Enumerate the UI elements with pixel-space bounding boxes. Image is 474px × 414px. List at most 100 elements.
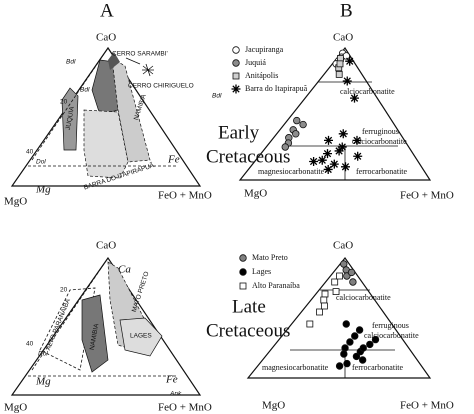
legend-marker (239, 268, 247, 276)
point (321, 290, 329, 298)
point (320, 302, 328, 310)
point (366, 340, 374, 349)
point (323, 164, 333, 174)
field-label: LAGES (130, 333, 152, 340)
field-label: Bdl (80, 87, 90, 94)
triangle (10, 256, 202, 396)
point (323, 149, 332, 159)
point (346, 338, 354, 346)
legend-marker (239, 282, 247, 290)
field-label: calciocarbonatite (336, 293, 391, 302)
point (343, 359, 351, 368)
point (350, 93, 359, 103)
point (281, 143, 289, 151)
point (352, 135, 362, 145)
point (336, 60, 344, 68)
field (111, 57, 151, 163)
reference-line (28, 257, 176, 377)
field-label: magnesiocarbonatite (262, 363, 329, 372)
field-label: Fe (167, 154, 180, 166)
corner-label: MgO (4, 196, 27, 208)
field-label: Ank (169, 391, 182, 398)
field-label: Mg (35, 376, 51, 388)
point (352, 352, 361, 361)
field-label: Dol (38, 351, 48, 358)
reference-line (28, 47, 176, 167)
field (83, 109, 129, 179)
corner-label: FeO + MnO (400, 400, 454, 412)
period-label: Cretaceous (206, 146, 290, 167)
field (81, 294, 109, 373)
point (351, 332, 359, 340)
field-label: calciocarbonatite (364, 331, 419, 340)
tick-label: 40 (26, 341, 34, 348)
legend-label: Jacupiranga (245, 45, 284, 54)
point (347, 268, 356, 277)
field-label: JUQUIA (65, 105, 76, 130)
period-label: Cretaceous (206, 320, 290, 341)
panel-label: B (340, 0, 353, 21)
point (335, 362, 344, 370)
period-label: Late (232, 296, 266, 317)
point (341, 344, 349, 352)
triangle (246, 257, 432, 379)
legend-prefix: Bdl (212, 93, 222, 100)
field-label: calciocarbonatite (340, 87, 395, 96)
triangle (10, 46, 202, 187)
field-label: magnesiocarbonatite (258, 167, 325, 176)
point (306, 320, 314, 328)
field-label: ferruginous (362, 127, 399, 136)
corner-label: FeO + MnO (400, 190, 454, 202)
legend-label: Barra do Itapirapuã (245, 84, 308, 93)
field-label: NAMIBIA (89, 322, 101, 350)
point (317, 155, 327, 165)
legend-marker (232, 46, 240, 54)
field-label: Mg (35, 184, 51, 196)
field-label: Fe (165, 374, 178, 386)
tick-label: 20 (60, 99, 68, 106)
point (324, 135, 333, 145)
star-symbol (142, 63, 154, 77)
point (316, 308, 323, 316)
point (299, 120, 307, 129)
triangle (238, 46, 432, 181)
point (353, 151, 363, 161)
point (332, 288, 340, 296)
period-label: Early (218, 122, 260, 143)
legend-marker (232, 59, 240, 67)
point (335, 71, 343, 78)
point (337, 142, 347, 152)
point (371, 335, 380, 344)
apex-label: CaO (96, 240, 116, 252)
point (293, 116, 301, 125)
tick-label: 40 (26, 149, 34, 156)
legend-marker (231, 84, 241, 94)
apex-label: CaO (96, 32, 116, 44)
field (61, 87, 79, 151)
point (341, 162, 350, 172)
corner-label: FeO + MnO (158, 190, 212, 202)
legend-label: Lages (252, 267, 271, 276)
field-label: Bdl (66, 59, 76, 66)
field-label: ferrocarbonatite (352, 363, 404, 372)
field-label: calciocarbonatite (352, 137, 407, 146)
point (342, 76, 352, 86)
point (334, 146, 344, 156)
point (309, 157, 319, 167)
legend-label: Alto Paranaíba (252, 281, 300, 290)
point (340, 350, 348, 358)
field-label: Dol (36, 159, 46, 166)
field-label: CERRO SARAMBI' (112, 51, 168, 58)
point (331, 278, 339, 286)
legend-label: Mato Preto (252, 253, 288, 262)
field-label: Ca (118, 264, 131, 276)
point (359, 344, 367, 352)
field (108, 52, 120, 70)
legend-marker (239, 254, 247, 262)
point (342, 320, 350, 328)
point (329, 159, 339, 169)
field-label: CERRO CHIRIGUELO (128, 83, 194, 90)
corner-label: MgO (262, 400, 285, 412)
corner-label: FeO + MnO (158, 402, 212, 414)
